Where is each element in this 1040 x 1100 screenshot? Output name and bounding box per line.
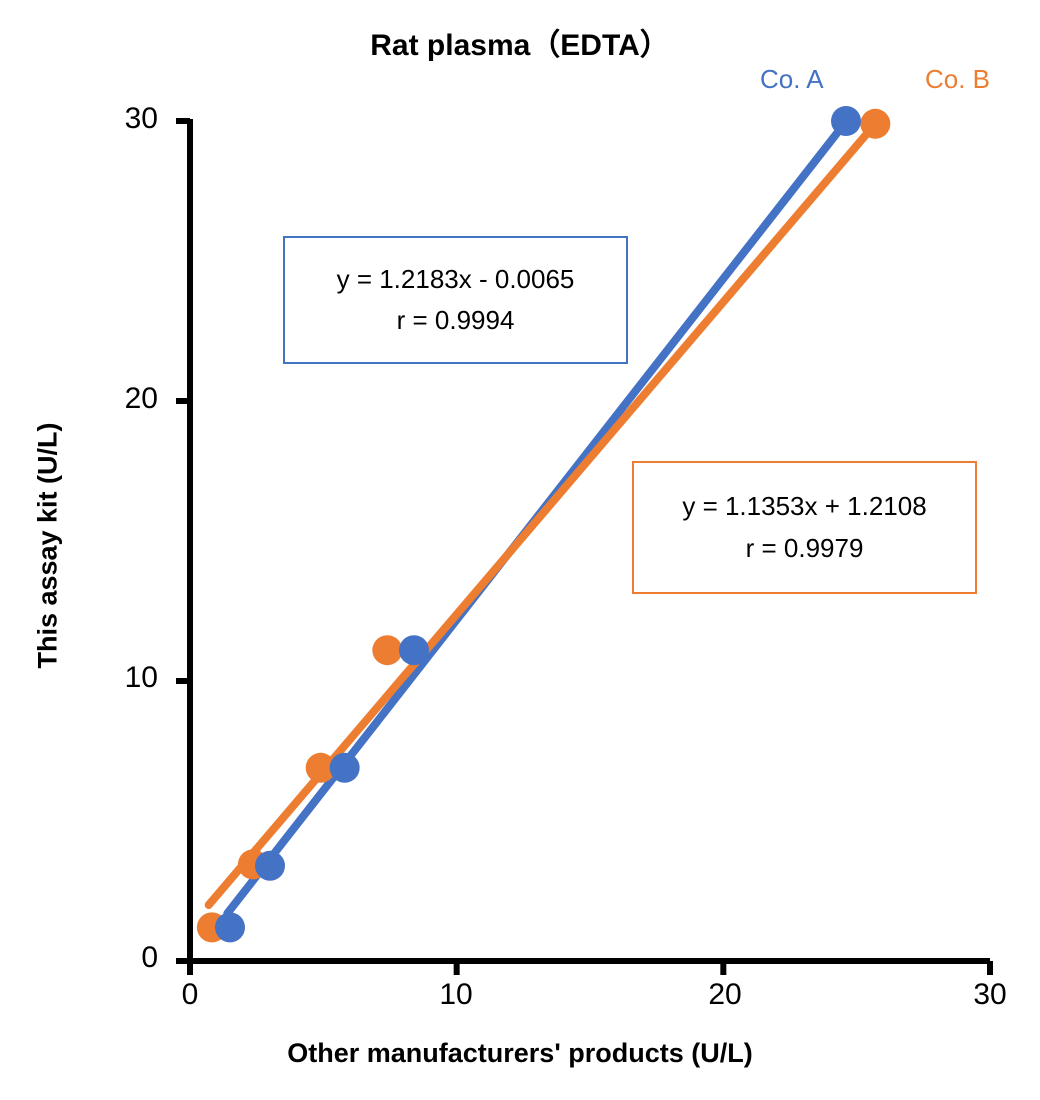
data-point [399, 635, 429, 666]
data-point [329, 752, 360, 783]
y-axis-ticks [176, 118, 190, 964]
data-point [372, 635, 403, 666]
equation-box-co-a: y = 1.2183x - 0.0065 r = 0.9994 [283, 236, 628, 364]
data-point [255, 850, 285, 881]
chart-legend: Co. A Co. B [760, 64, 990, 95]
correlation-text-co-b: r = 0.9979 [745, 532, 864, 563]
y-tick-label-20: 20 [124, 382, 158, 415]
x-tick-label-30: 30 [973, 978, 1007, 1011]
data-point [305, 752, 336, 783]
y-tick-label-30: 30 [124, 102, 158, 135]
correlation-text-co-a: r = 0.9994 [396, 305, 515, 335]
y-tick-label-0: 0 [141, 941, 158, 974]
legend-item-co-a: Co. A [760, 64, 824, 94]
x-tick-label-0: 0 [181, 978, 199, 1011]
equation-box-co-b: y = 1.1353x + 1.2108 r = 0.9979 [632, 461, 977, 594]
data-point [831, 106, 861, 136]
data-points-co-a [215, 106, 861, 943]
legend-item-co-b: Co. B [924, 64, 990, 94]
x-axis-title: Other manufacturers' products (U/L) [287, 1038, 753, 1068]
data-point [860, 108, 891, 139]
data-point [215, 912, 245, 943]
x-tick-label-20: 20 [708, 978, 742, 1011]
equation-text-co-b: y = 1.1353x + 1.2108 [682, 491, 927, 522]
equation-text-co-a: y = 1.2183x - 0.0065 [336, 263, 575, 294]
y-tick-label-10: 10 [124, 661, 158, 694]
chart-title: Rat plasma（EDTA） [370, 29, 670, 62]
x-tick-label-10: 10 [439, 978, 473, 1011]
x-axis-ticks [187, 961, 993, 975]
